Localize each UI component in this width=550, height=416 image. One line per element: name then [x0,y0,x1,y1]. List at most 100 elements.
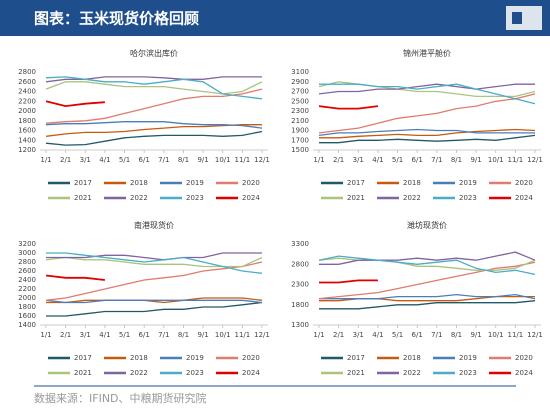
x-tick-label: 1/1 [40,156,51,164]
header-title: 图表：玉米现货价格回顾 [34,10,199,28]
series-line [45,124,262,137]
series-line [46,252,263,274]
chart-title: 南港现货价 [134,220,174,230]
series-line [45,121,263,129]
y-tick-label: 3000 [18,249,36,257]
y-tick-label: 3200 [18,240,36,248]
series-line [319,128,536,139]
legend-label: 2023 [186,369,204,377]
logo [506,6,542,30]
y-tick-label: 2400 [18,88,36,96]
legend-label: 2021 [74,194,92,202]
x-tick-label: 12/1 [254,156,270,164]
y-tick-label: 1600 [18,127,36,135]
legend-label: 2021 [347,194,365,202]
chart-title: 锦州港平舱价 [403,48,451,58]
x-tick-label: 7/1 [158,331,169,339]
legend-label: 2017 [74,179,92,187]
y-tick-label: 1800 [18,117,36,125]
x-tick-label: 9/1 [470,156,481,164]
x-tick-label: 9/1 [197,331,208,339]
series-line [319,251,536,265]
legend-label: 2020 [515,354,533,362]
x-tick-label: 9/1 [470,331,481,339]
x-tick-label: 7/1 [158,156,169,164]
legend-label: 2024 [242,194,260,202]
legend-label: 2024 [515,194,533,202]
legend-label: 2021 [347,369,365,377]
series-line [318,128,535,137]
y-tick-label: 1900 [291,127,309,135]
y-tick-label: 2100 [291,117,309,125]
x-tick-label: 6/1 [139,331,150,339]
y-tick-label: 1700 [291,136,309,144]
series-line [45,299,263,304]
y-tick-label: 2500 [291,97,309,105]
x-tick-label: 12/1 [254,331,270,339]
y-tick-label: 1600 [18,312,36,320]
legend-label: 2022 [403,369,421,377]
legend-label: 2020 [242,179,260,187]
x-tick-label: 11/1 [234,331,250,339]
series-line [318,261,536,300]
x-tick-label: 2/1 [333,331,344,339]
x-tick-label: 8/1 [178,331,189,339]
series-line [45,130,263,146]
series-line [319,134,536,144]
x-tick-label: 3/1 [80,156,91,164]
x-tick-label: 5/1 [392,156,403,164]
series-line [45,88,263,124]
x-tick-label: 6/1 [412,331,423,339]
series-line [319,279,378,284]
x-tick-label: 11/1 [507,156,523,164]
y-tick-label: 1500 [291,146,309,154]
header-bar [0,0,550,36]
series-line [318,83,535,95]
legend-label: 2018 [403,354,421,362]
logo-mark [512,12,522,24]
legend-label: 2018 [403,179,421,187]
x-tick-label: 2/1 [60,331,71,339]
y-tick-label: 1800 [291,301,309,309]
y-tick-label: 1800 [18,303,36,311]
x-tick-label: 3/1 [80,331,91,339]
series-line [318,255,536,276]
y-tick-label: 2600 [18,267,36,275]
y-tick-label: 2800 [291,260,309,268]
y-tick-label: 2300 [291,107,309,115]
series-line [318,257,536,271]
legend-label: 2017 [74,354,92,362]
x-tick-label: 4/1 [99,156,110,164]
y-tick-label: 1300 [291,321,309,329]
y-tick-label: 2800 [18,68,36,76]
x-tick-label: 7/1 [431,331,442,339]
x-tick-label: 6/1 [412,156,423,164]
legend-label: 2017 [347,179,365,187]
chart-title: 哈尔滨出库价 [130,48,178,58]
legend-label: 2018 [130,354,148,362]
y-tick-label: 2800 [18,258,36,266]
series-line [319,83,536,105]
x-tick-label: 7/1 [431,156,442,164]
x-tick-label: 8/1 [451,156,462,164]
x-tick-label: 4/1 [372,331,383,339]
y-tick-label: 2400 [18,276,36,284]
legend-label: 2021 [74,369,92,377]
y-tick-label: 2000 [18,107,36,115]
legend-label: 2019 [186,179,204,187]
x-tick-label: 12/1 [527,156,543,164]
y-tick-label: 2600 [18,78,36,86]
x-tick-label: 5/1 [392,331,403,339]
y-tick-label: 2900 [291,78,309,86]
source: 数据来源：IFIND、中粮期货研究院 [34,391,207,405]
series-line [318,105,379,110]
legend-label: 2019 [459,179,477,187]
y-tick-label: 3100 [291,68,309,76]
x-tick-label: 9/1 [197,156,208,164]
series-line [45,76,262,83]
x-tick-label: 12/1 [527,331,543,339]
series-line [46,297,263,304]
y-tick-label: 2300 [291,281,309,289]
series-line [319,300,536,310]
